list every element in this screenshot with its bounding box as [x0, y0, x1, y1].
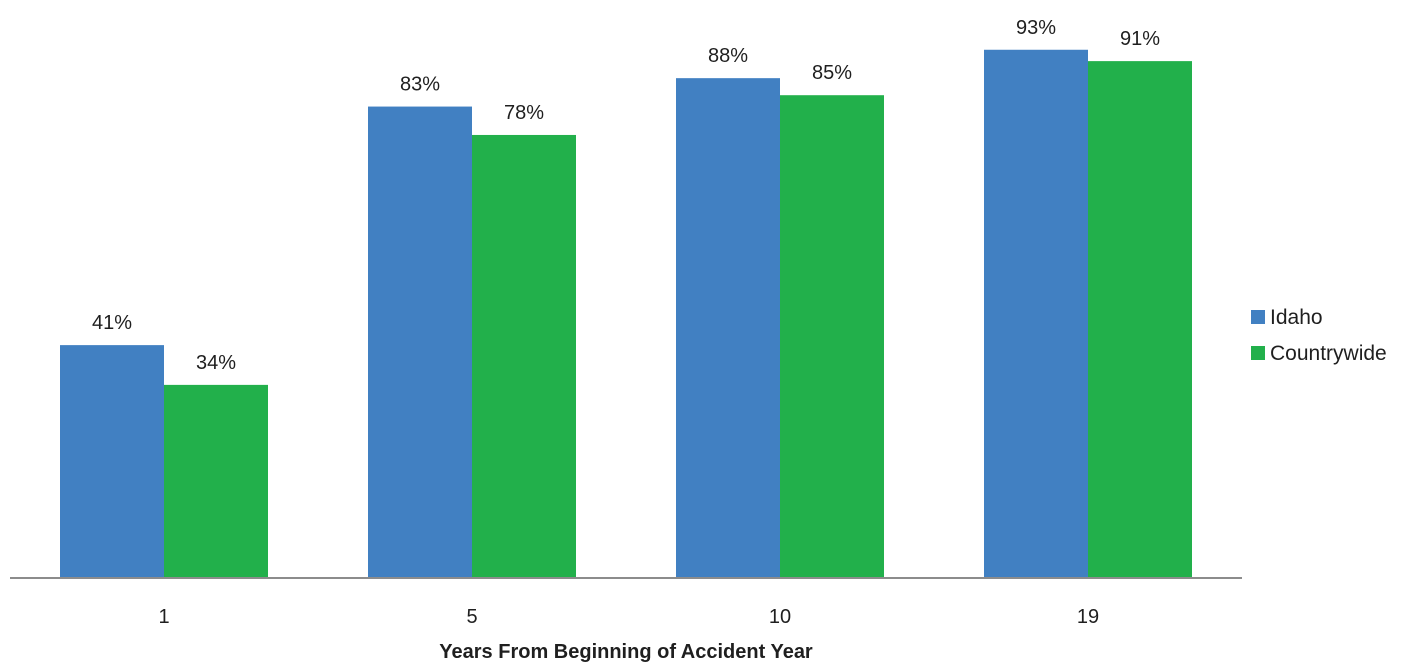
x-axis-title: Years From Beginning of Accident Year — [439, 641, 813, 663]
bar-idaho-1 — [60, 345, 164, 578]
data-label-countrywide-1: 34% — [196, 352, 236, 374]
x-tick-label-19: 19 — [1077, 606, 1099, 628]
data-label-idaho-19: 93% — [1016, 17, 1056, 39]
legend-swatch-idaho — [1251, 310, 1265, 324]
data-label-countrywide-5: 78% — [504, 102, 544, 124]
data-label-idaho-5: 83% — [400, 74, 440, 96]
legend-label-idaho: Idaho — [1270, 306, 1323, 329]
data-label-countrywide-10: 85% — [812, 62, 852, 84]
bar-idaho-10 — [676, 78, 780, 578]
x-tick-label-10: 10 — [769, 606, 791, 628]
bar-countrywide-1 — [164, 384, 268, 578]
bar-idaho-19 — [984, 49, 1088, 578]
bar-countrywide-5 — [472, 134, 576, 578]
legend-swatch-countrywide — [1251, 346, 1265, 360]
data-labels-group: 41% 34% 83% 78% 88% 85% 93% 91% — [92, 17, 1160, 374]
data-label-countrywide-19: 91% — [1120, 28, 1160, 50]
legend-label-countrywide: Countrywide — [1270, 342, 1387, 365]
bar-countrywide-19 — [1088, 61, 1192, 579]
bar-countrywide-10 — [780, 95, 884, 578]
data-label-idaho-10: 88% — [708, 45, 748, 67]
x-tick-labels-group: 1 5 10 19 — [158, 606, 1099, 628]
x-tick-label-5: 5 — [466, 606, 477, 628]
data-label-idaho-1: 41% — [92, 312, 132, 334]
x-tick-label-1: 1 — [158, 606, 169, 628]
bars-group — [60, 49, 1192, 579]
legend: Idaho Countrywide — [1251, 306, 1387, 365]
bar-idaho-5 — [368, 106, 472, 578]
